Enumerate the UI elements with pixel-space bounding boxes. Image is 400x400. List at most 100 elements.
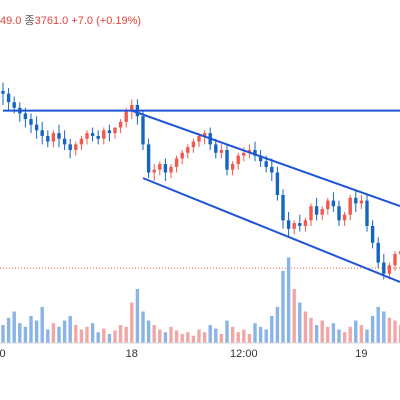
candle-body [326,200,330,210]
candle[interactable] [158,161,162,176]
candle[interactable] [387,262,392,280]
candle[interactable] [219,144,224,159]
candle[interactable] [365,195,369,232]
volume-bar [219,334,224,343]
candle[interactable] [113,127,117,139]
candle-body [57,133,61,139]
volume-bar [51,323,56,343]
candle[interactable] [320,206,324,221]
volume-bar [382,311,386,343]
candle[interactable] [130,99,134,120]
candle[interactable] [342,211,347,226]
candle[interactable] [298,214,302,232]
candle[interactable] [90,127,95,142]
volume-bar [370,316,375,343]
volume-bar [85,326,89,343]
candle[interactable] [186,144,190,159]
volume-bar [130,302,134,343]
candle[interactable] [337,200,341,226]
volume-bar [46,329,50,343]
volume-bar [68,316,72,343]
x-tick-label: 18 [126,348,138,360]
x-tick-label: 12:00 [0,348,6,360]
candle[interactable] [74,141,78,156]
candle[interactable] [34,116,39,139]
candle[interactable] [118,119,123,134]
candle[interactable] [270,158,274,181]
candle[interactable] [303,217,308,232]
candle[interactable] [6,88,11,111]
candle[interactable] [236,152,240,170]
candle[interactable] [230,161,235,176]
candle[interactable] [79,135,84,150]
volume-bar [141,311,145,343]
candle-body [29,119,33,125]
candle[interactable] [370,220,375,249]
candle[interactable] [376,237,380,269]
candle[interactable] [354,189,358,212]
volume-bar [158,329,162,343]
candle[interactable] [281,189,285,229]
open-fragment: 49.0 [0,15,22,27]
candle[interactable] [18,102,22,122]
candle[interactable] [326,197,330,215]
volume-bar [393,320,397,343]
volume-bar [236,332,240,343]
candle[interactable] [331,192,336,212]
candle[interactable] [141,110,145,150]
volume-bar [113,330,117,343]
candle[interactable] [393,251,397,271]
trendline-2[interactable] [131,109,400,207]
candle-body [281,195,285,221]
candle[interactable] [96,130,100,145]
trendline-3[interactable] [142,177,400,283]
volume-bar [102,328,106,343]
candle[interactable] [107,124,112,142]
volume-bar [62,320,67,343]
candle[interactable] [85,130,89,145]
candle[interactable] [29,113,33,134]
candle-body [320,209,324,215]
candle-body [46,135,50,142]
candle[interactable] [46,130,50,148]
candle[interactable] [40,121,44,145]
candle[interactable] [314,197,319,221]
candle[interactable] [398,246,400,260]
candle[interactable] [359,195,364,210]
volume-bar [1,325,5,343]
candle[interactable] [275,166,280,201]
candle[interactable] [292,220,296,235]
volume-bar [152,325,156,343]
candle[interactable] [51,130,56,148]
volume-bar [208,325,212,343]
volume-bar [387,317,392,343]
candle[interactable] [174,155,179,173]
candle[interactable] [180,150,184,165]
candle[interactable] [68,138,72,159]
candle[interactable] [253,141,257,162]
candle[interactable] [348,195,352,221]
candle[interactable] [258,150,263,167]
candle[interactable] [169,164,173,179]
candle[interactable] [146,138,151,179]
candle[interactable] [102,127,106,145]
candle[interactable] [57,124,61,148]
candle[interactable] [309,203,313,226]
candle[interactable] [225,144,229,176]
candle[interactable] [62,130,67,150]
volume-bar [197,329,201,343]
candle[interactable] [286,211,291,238]
volume-bar [180,334,184,343]
volume-bar [74,325,78,343]
candle[interactable] [1,82,5,106]
candle[interactable] [191,138,196,153]
candle-body [174,158,179,167]
candle[interactable] [214,138,218,159]
volume-bar [146,320,151,343]
volume-bar [247,334,252,343]
candle[interactable] [163,158,168,181]
candle[interactable] [152,164,156,181]
candle-body [68,144,72,150]
